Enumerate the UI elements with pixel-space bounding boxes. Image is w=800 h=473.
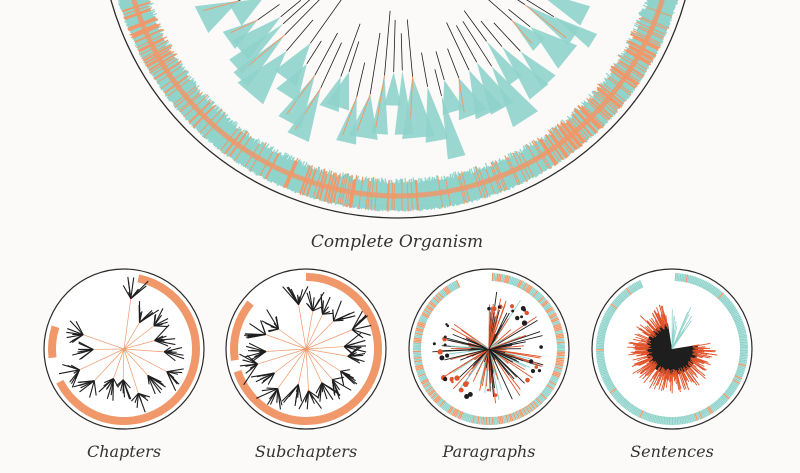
outer-ring <box>117 0 679 212</box>
complete-organism-diagram <box>110 0 686 219</box>
sentences-diagram <box>591 268 753 430</box>
small-diagrams <box>43 268 753 430</box>
subchapters-label: Subchapters <box>255 442 357 461</box>
chapters-diagram <box>43 268 205 430</box>
subchapters-diagram <box>225 268 387 430</box>
branch-fans <box>194 0 598 160</box>
chapters-label: Chapters <box>87 442 161 461</box>
sentences-label: Sentences <box>630 442 714 461</box>
outer-outline <box>110 0 686 219</box>
paragraphs-diagram <box>408 268 570 430</box>
paragraphs-label: Paragraphs <box>442 442 536 461</box>
main-label: Complete Organism <box>311 232 483 252</box>
